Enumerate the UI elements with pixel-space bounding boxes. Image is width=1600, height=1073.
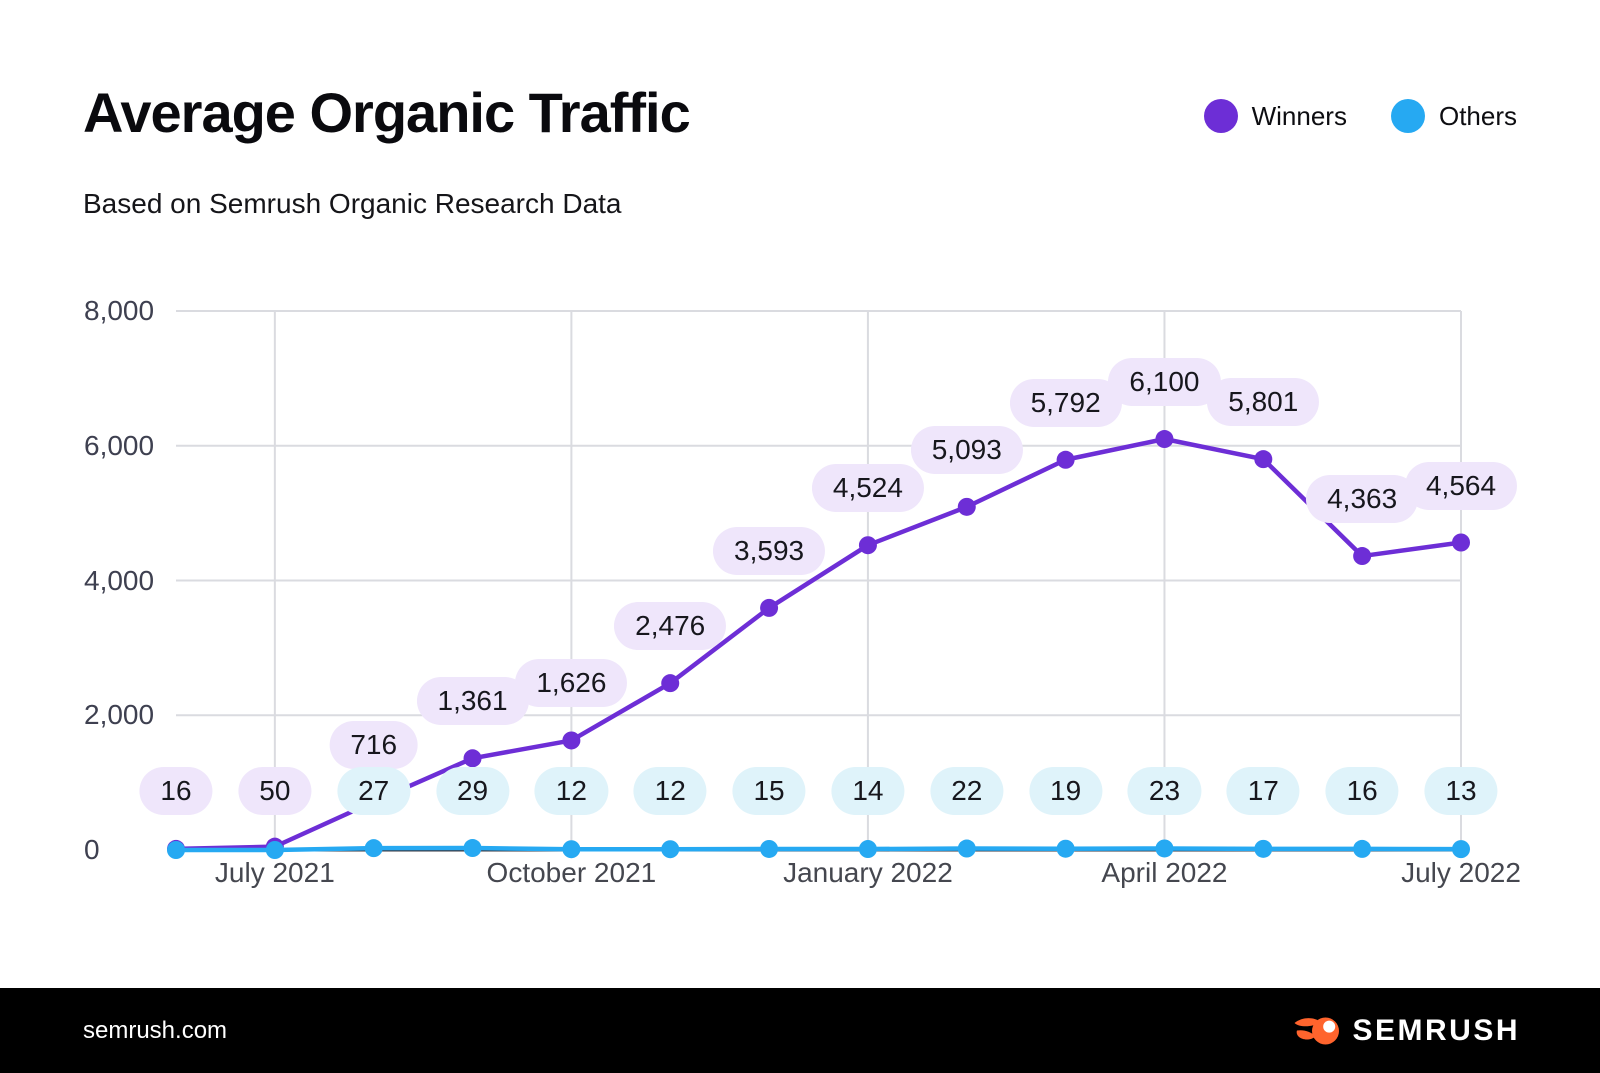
winners-data-point <box>1155 430 1174 449</box>
others-data-point <box>957 839 976 858</box>
others-data-point <box>167 841 185 859</box>
others-data-point <box>265 841 284 859</box>
others-data-point <box>463 839 482 858</box>
winners-legend-label: Winners <box>1251 100 1347 131</box>
others-data-point <box>1254 839 1273 858</box>
semrush-wordmark: SEMRUSH <box>1352 1013 1520 1047</box>
others-data-point <box>562 840 581 859</box>
others-data-point <box>1353 839 1372 858</box>
winners-line <box>173 436 1464 852</box>
semrush-flame-icon <box>1294 1017 1340 1044</box>
others-data-point <box>1155 839 1174 858</box>
footer-bar: semrush.com SEMRUSH <box>0 988 1600 1073</box>
others-legend-dot-icon <box>1390 99 1425 133</box>
winners-data-point <box>364 792 383 811</box>
chart-title: Average Organic Traffic <box>83 81 691 144</box>
legend-item-winners: Winners <box>1203 99 1347 133</box>
others-line <box>173 845 1464 853</box>
others-legend-label: Others <box>1438 100 1517 131</box>
winners-data-point <box>760 598 779 617</box>
legend-item-others: Others <box>1390 99 1517 133</box>
winners-data-point <box>1452 533 1470 552</box>
semrush-logo: SEMRUSH <box>1292 1013 1520 1049</box>
others-data-point <box>858 840 877 859</box>
legend: Winners Others <box>1203 99 1517 133</box>
winners-data-point <box>957 497 976 516</box>
winners-data-point <box>1056 450 1075 469</box>
winners-data-point <box>463 749 482 768</box>
winners-data-point <box>661 674 680 693</box>
footer-site-url: semrush.com <box>83 1016 228 1044</box>
winners-data-point <box>858 536 877 555</box>
winners-data-point <box>1254 450 1273 469</box>
others-data-point <box>661 840 680 859</box>
winners-data-point <box>1353 547 1372 566</box>
others-data-point <box>1452 840 1470 859</box>
winners-data-point <box>562 731 581 750</box>
others-data-point <box>1056 839 1075 858</box>
winners-legend-dot-icon <box>1203 99 1238 133</box>
others-data-point <box>364 839 383 858</box>
others-data-point <box>760 839 779 858</box>
chart-subtitle: Based on Semrush Organic Research Data <box>83 188 622 219</box>
